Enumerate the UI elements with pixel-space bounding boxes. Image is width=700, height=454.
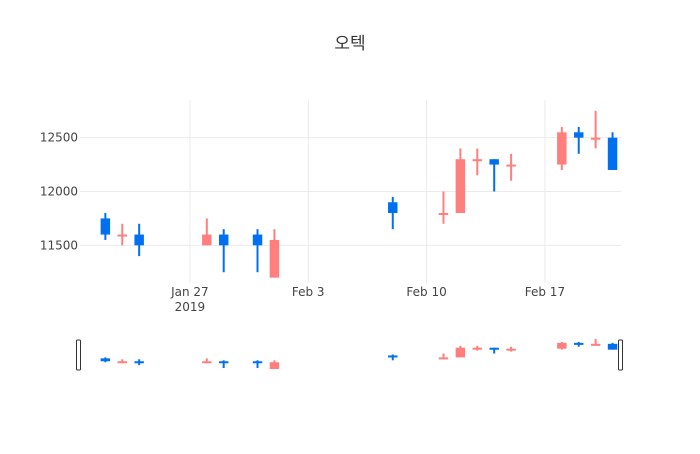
slider-candle-body [202, 361, 212, 364]
slider-candle-body [607, 343, 618, 350]
slider-candle [590, 339, 601, 346]
candle[interactable] [218, 229, 229, 273]
candle[interactable] [117, 223, 127, 246]
candle[interactable] [506, 153, 516, 181]
slider-candle [269, 360, 280, 369]
candle[interactable] [455, 148, 466, 214]
candle[interactable] [269, 229, 280, 278]
range-slider-right-handle[interactable] [618, 339, 623, 371]
candle-body [269, 239, 280, 278]
candle[interactable] [134, 223, 144, 257]
x-tick-sublabel: 2019 [175, 300, 206, 314]
candle[interactable] [557, 126, 567, 170]
slider-candle-body [388, 355, 398, 358]
candle-body [590, 137, 601, 140]
candle[interactable] [590, 110, 601, 149]
candle[interactable] [252, 229, 263, 273]
slider-candle-body [218, 361, 229, 364]
slider-candle-body [590, 343, 601, 346]
slider-candle-body [574, 342, 584, 345]
candle[interactable] [388, 196, 398, 230]
slider-candle-body [252, 361, 263, 364]
range-slider[interactable] [76, 339, 623, 371]
candle-body [574, 132, 584, 138]
slider-candle [557, 341, 567, 350]
slider-candle-body [117, 361, 127, 364]
chart-title: 오텍 [334, 34, 365, 54]
y-tick-label: 12500 [40, 131, 78, 145]
candle-body [252, 234, 263, 246]
candle-body [607, 137, 618, 170]
slider-candle [438, 353, 449, 360]
candle-body [388, 202, 398, 214]
slider-candle-body [134, 361, 144, 364]
candle-body [506, 164, 516, 167]
candle-body [455, 159, 466, 214]
candle[interactable] [489, 159, 499, 192]
x-tick-label: Feb 10 [406, 285, 446, 299]
slider-candle-body [506, 348, 516, 351]
candles[interactable] [100, 110, 618, 278]
range-slider-left-handle[interactable] [76, 339, 81, 371]
candle[interactable] [574, 126, 584, 154]
candle[interactable] [472, 148, 483, 176]
candle-body [117, 234, 127, 237]
x-tick-label: Feb 17 [525, 285, 565, 299]
y-axis: 11500 12000 12500 [40, 131, 78, 253]
slider-candle [506, 346, 516, 352]
x-tick-label: Jan 27 [170, 285, 209, 299]
candle-body [472, 159, 483, 162]
candle-body [557, 132, 567, 165]
slider-candle-body [472, 347, 483, 350]
candle[interactable] [607, 132, 618, 170]
slider-candle-body [438, 357, 449, 360]
slider-candle-body [489, 347, 499, 350]
slider-candle [100, 357, 111, 363]
candle[interactable] [438, 191, 449, 224]
y-tick-label: 11500 [40, 238, 78, 252]
slider-candle [388, 354, 398, 361]
slider-candle [252, 360, 263, 369]
candle[interactable] [202, 218, 212, 246]
slider-candle-body [455, 347, 466, 358]
slider-candle-body [557, 342, 567, 349]
x-tick-label: Feb 3 [292, 285, 325, 299]
slider-candle-body [100, 358, 111, 362]
slider-candle [574, 341, 584, 347]
slider-candle [607, 342, 618, 350]
slider-candle [202, 358, 212, 364]
slider-candle-body [269, 362, 280, 369]
candle-body [489, 159, 499, 165]
grid [80, 100, 621, 283]
y-tick-label: 12000 [40, 185, 78, 199]
candle-body [202, 234, 212, 246]
slider-candle [134, 359, 144, 366]
candle[interactable] [100, 213, 111, 240]
candle-body [438, 213, 449, 216]
slider-candle [455, 345, 466, 358]
candle-body [100, 218, 111, 235]
slider-candle [117, 359, 127, 364]
candle-body [218, 234, 229, 246]
slider-candle [218, 360, 229, 369]
candle-body [134, 234, 144, 246]
slider-candle [489, 347, 499, 354]
slider-candle [472, 345, 483, 351]
